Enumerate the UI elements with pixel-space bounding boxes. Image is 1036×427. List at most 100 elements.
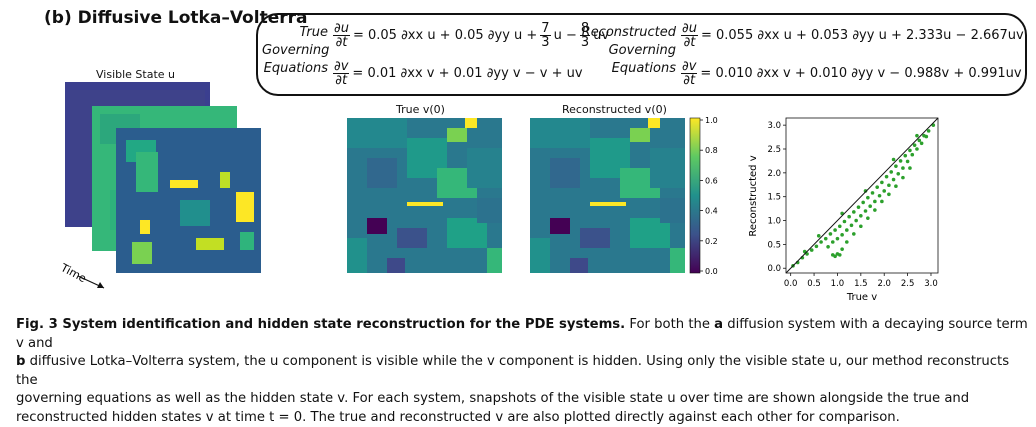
x-tick-label: 3.0 bbox=[924, 279, 938, 289]
true-equations-label: True Governing Equations bbox=[262, 25, 330, 76]
scatter-point bbox=[880, 199, 884, 204]
x-axis-label: True v bbox=[846, 292, 877, 303]
scatter-point bbox=[826, 244, 830, 249]
x-tick-label: 2.0 bbox=[877, 279, 891, 289]
y-tick-label: 3.0 bbox=[767, 121, 781, 131]
scatter-point bbox=[884, 174, 889, 179]
y-axis-label: Reconstructed v bbox=[748, 155, 759, 236]
colorbar-tick-label: 1.0 bbox=[705, 116, 718, 125]
scatter-point bbox=[887, 192, 891, 197]
scatter-point bbox=[870, 191, 875, 195]
colorbar-tick-label: 0.0 bbox=[705, 267, 718, 276]
colorbar-tick-label: 0.6 bbox=[705, 176, 718, 185]
time-arrow-head bbox=[97, 282, 104, 288]
y-tick-label: 2.5 bbox=[767, 145, 781, 155]
scatter-point bbox=[898, 159, 903, 163]
x-tick-label: 0.0 bbox=[784, 279, 798, 289]
x-tick-label: 2.5 bbox=[901, 279, 915, 289]
scatter-point bbox=[917, 138, 922, 143]
scatter-point bbox=[891, 177, 896, 182]
scatter-point bbox=[866, 216, 870, 220]
scatter-point bbox=[891, 157, 896, 162]
scatter-chart: 0.0 0.5 1.0 1.5 2.0 2.5 3.0 0.0 0.5 1.0 1.5 2.0 2.5… bbox=[748, 117, 939, 303]
scatter-point bbox=[859, 213, 863, 218]
scatter-point bbox=[924, 134, 929, 139]
snapshot-3 bbox=[116, 128, 261, 273]
scatter-point bbox=[873, 199, 877, 204]
scatter-point bbox=[837, 253, 842, 257]
reconstructed-v-equation: ∂v ∂t = 0.010 ∂xx v + 0.010 ∂yy v − 0.988… bbox=[681, 59, 1022, 88]
scatter-point bbox=[896, 172, 901, 176]
true-v-heatmap bbox=[347, 118, 502, 273]
y-tick-label: 0.0 bbox=[767, 264, 781, 274]
reconstructed-v-title: Reconstructed v(0) bbox=[562, 103, 667, 116]
scatter-point bbox=[926, 129, 931, 133]
panel-title: (b) Diffusive Lotka–Volterra bbox=[44, 8, 308, 28]
y-tick-label: 1.5 bbox=[767, 193, 781, 203]
scatter-point bbox=[894, 164, 898, 168]
scatter-point bbox=[845, 228, 849, 232]
colorbar-tick-label: 0.4 bbox=[705, 207, 718, 216]
scatter-point bbox=[901, 166, 905, 170]
scatter-point bbox=[875, 185, 879, 189]
scatter-point bbox=[863, 209, 868, 213]
scatter-point bbox=[861, 200, 865, 205]
scatter-point bbox=[915, 133, 919, 138]
reconstructed-equations-label: Reconstructed Governing Equations bbox=[581, 25, 676, 76]
true-v-equation: ∂v ∂t = 0.01 ∂xx v + 0.01 ∂yy v − v + uv bbox=[333, 59, 583, 88]
scatter-point bbox=[912, 143, 917, 147]
scatter-point bbox=[840, 247, 844, 251]
scatter-point bbox=[859, 224, 863, 229]
scatter-point bbox=[880, 180, 884, 185]
scatter-point bbox=[903, 153, 908, 158]
scatter-point bbox=[873, 208, 877, 212]
scatter-point bbox=[868, 204, 872, 209]
scatter-point bbox=[852, 210, 856, 214]
scatter-point bbox=[866, 195, 870, 200]
scatter-point bbox=[889, 170, 894, 174]
scatter-point bbox=[837, 224, 842, 229]
scatter-point bbox=[842, 219, 847, 224]
scatter-point bbox=[830, 253, 835, 257]
scatter-point bbox=[882, 189, 887, 193]
scatter-point bbox=[823, 236, 828, 241]
colorbar: 1.0 0.8 0.6 0.4 0.2 0.0 bbox=[689, 116, 718, 276]
reconstructed-v-heatmap bbox=[530, 118, 685, 273]
scatter-point bbox=[845, 240, 849, 244]
scatter-point bbox=[919, 141, 924, 146]
scatter-point bbox=[856, 205, 861, 209]
x-tick-label: 0.5 bbox=[807, 279, 821, 289]
scatter-point bbox=[852, 232, 856, 236]
scatter-point bbox=[830, 240, 835, 244]
visible-state-label: Visible State u bbox=[96, 68, 176, 81]
scatter-point bbox=[908, 148, 912, 153]
scatter-point bbox=[894, 184, 898, 188]
visible-state-snapshots: Time bbox=[58, 82, 261, 289]
scatter-point bbox=[840, 233, 844, 237]
figure-caption: Fig. 3 System identification and hidden … bbox=[16, 317, 1028, 425]
scatter-point bbox=[849, 223, 854, 228]
scatter-point bbox=[828, 232, 833, 236]
equations-box bbox=[256, 13, 1027, 96]
y-tick-label: 2.0 bbox=[767, 169, 781, 179]
x-tick-label: 1.0 bbox=[831, 279, 845, 289]
y-tick-label: 1.0 bbox=[767, 217, 781, 227]
y-tick-label: 0.5 bbox=[767, 240, 781, 250]
time-label: Time bbox=[58, 261, 89, 286]
reconstructed-u-equation: ∂u ∂t = 0.055 ∂xx u + 0.053 ∂yy u + 2.333… bbox=[681, 21, 1024, 50]
scatter-point bbox=[915, 147, 919, 151]
scatter-point bbox=[835, 236, 840, 241]
true-v-title: True v(0) bbox=[396, 103, 445, 116]
x-tick-label: 1.5 bbox=[854, 279, 868, 289]
scatter-point bbox=[908, 166, 912, 170]
scatter-point bbox=[819, 240, 823, 244]
colorbar-tick-label: 0.8 bbox=[705, 146, 718, 155]
scatter-point bbox=[877, 193, 882, 198]
scatter-point bbox=[901, 175, 905, 180]
scatter-point bbox=[863, 189, 868, 193]
colorbar-tick-label: 0.2 bbox=[705, 237, 718, 246]
scatter-point bbox=[854, 218, 858, 223]
scatter-point bbox=[887, 183, 891, 188]
scatter-point bbox=[910, 152, 915, 157]
